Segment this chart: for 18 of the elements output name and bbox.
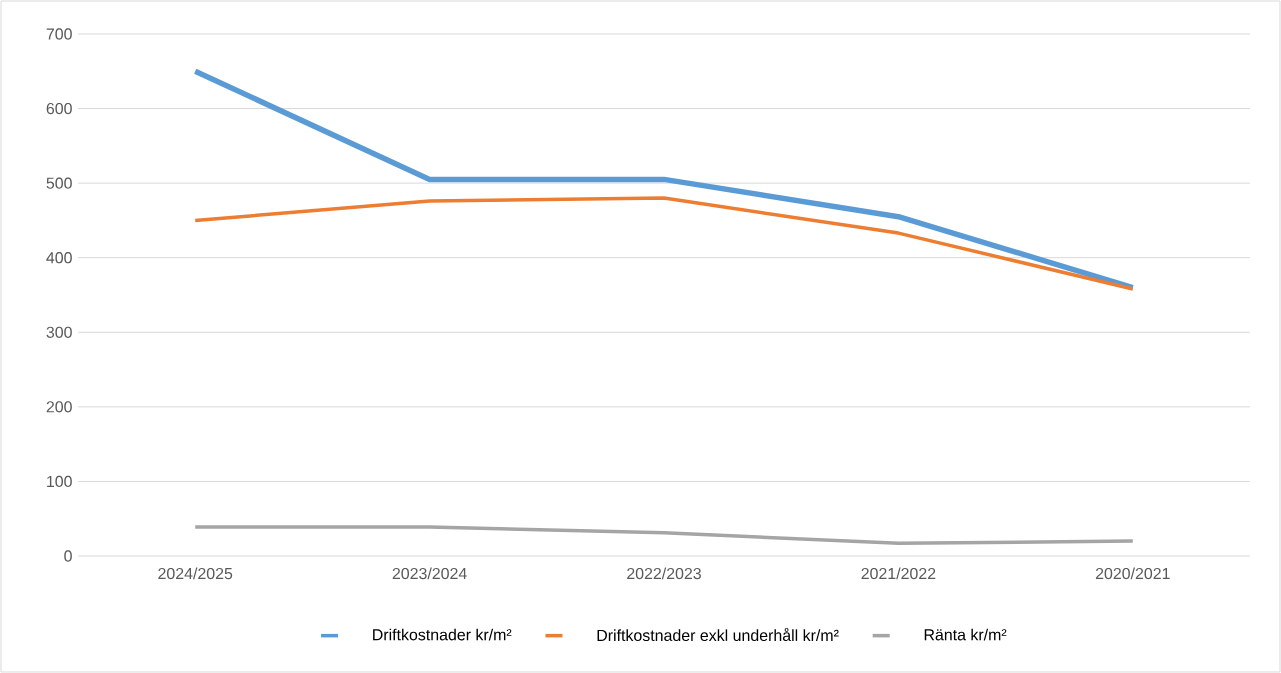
x-tick-label: 2021/2022: [861, 567, 936, 580]
x-tick-label: 2022/2023: [627, 567, 701, 580]
y-tick-label: 100: [47, 475, 72, 488]
y-tick-label: 400: [46, 252, 72, 264]
line-series: [193, 525, 1135, 546]
y-tick-label: 500: [46, 177, 72, 189]
y-tick-label: 600: [46, 102, 72, 115]
y-tick-label: 700: [46, 28, 72, 40]
x-tick-label: 2024/2025: [158, 567, 233, 580]
y-tick-label: 300: [46, 326, 72, 338]
x-tick-label: 2023/2024: [392, 567, 467, 580]
legend-label: Driftkostnader kr/m²: [373, 628, 512, 641]
y-tick-label: 200: [46, 401, 72, 413]
line-series: [193, 196, 1135, 291]
legend-label: Driftkostnader exkl underhåll kr/m²: [597, 628, 839, 642]
x-tick-label: 2020/2021: [1095, 567, 1170, 580]
y-tick-label: 0: [64, 550, 72, 562]
legend-label: Ränta kr/m²: [924, 628, 1007, 641]
